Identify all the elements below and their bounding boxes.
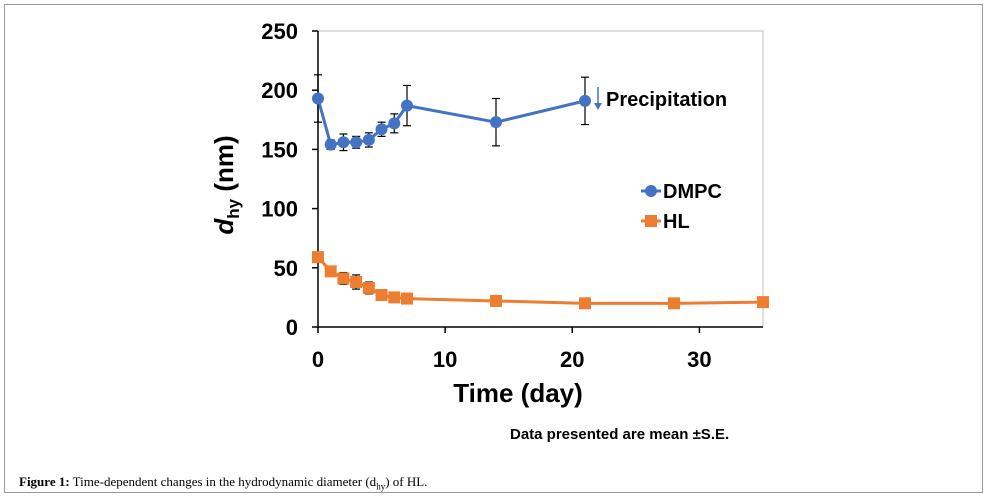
legend-label-hl: HL [663,211,690,233]
data-point-hl [579,297,591,310]
x-tick-label: 20 [560,347,584,372]
data-point-dmpc [312,92,324,105]
figure-frame: 0 50 100 150 200 250 0 10 20 30 Time (day) dhy (… [4,4,983,493]
precipitation-arrow-head [594,103,602,110]
data-point-hl [324,265,337,278]
y-tick-label: 50 [274,256,298,281]
data-point-hl [337,272,350,285]
data-point-hl [312,251,324,264]
data-point-dmpc [324,138,337,151]
x-tick-label: 30 [687,347,711,372]
y-axis-title-unit: (nm) [209,135,239,199]
data-point-hl [757,296,769,309]
legend-marker-dmpc [645,185,657,197]
series-hl [312,251,769,310]
caption-sub: hy [376,481,386,492]
data-point-dmpc [337,136,350,149]
line-chart: 0 50 100 150 200 250 0 10 20 30 Time (day) dhy (… [209,19,769,408]
data-point-dmpc [388,117,401,130]
data-point-dmpc [579,94,591,107]
series-layer [312,74,769,310]
figure-caption: Figure 1: Time-dependent changes in the … [19,474,427,492]
caption-label: Figure 1: [19,474,70,489]
data-point-dmpc [362,133,375,146]
legend-marker-hl [645,215,657,227]
y-tick-label: 100 [261,197,298,222]
x-axis-title: Time (day) [453,378,583,408]
series-dmpc [312,74,591,152]
data-point-hl [350,276,363,289]
y-tick-label: 0 [286,315,298,340]
precipitation-annotation: Precipitation [594,87,727,111]
data-point-hl [388,291,401,304]
y-axis-title: dhy (nm) [209,135,243,234]
axes [317,31,763,328]
x-tick-label: 10 [433,347,457,372]
data-note: Data presented are mean ±S.E. [510,426,730,443]
series-line-dmpc [316,98,586,147]
data-point-hl [401,292,413,305]
legend: DMPC HL [641,181,722,233]
y-axis-title-sub: hy [224,198,243,218]
plot-area [317,30,764,328]
data-point-dmpc [375,123,388,136]
y-axis-title-main: d [209,218,239,235]
y-tick-label: 250 [261,19,298,44]
precipitation-label: Precipitation [606,89,727,111]
data-point-dmpc [350,136,363,149]
data-point-hl [375,289,388,302]
data-point-dmpc [401,99,413,112]
y-tick-label: 200 [261,78,298,103]
data-point-hl [490,294,502,307]
y-tick-label: 150 [261,137,298,162]
data-point-hl [362,281,375,294]
x-ticks: 0 10 20 30 [312,327,712,372]
y-ticks: 0 50 100 150 200 250 [261,19,318,340]
caption-text-after: ) of HL. [385,474,428,489]
caption-text-before: Time-dependent changes in the hydrodynam… [69,474,377,489]
x-tick-label: 0 [312,347,324,372]
data-point-dmpc [490,116,502,129]
data-point-hl [668,297,680,310]
legend-label-dmpc: DMPC [663,181,722,203]
